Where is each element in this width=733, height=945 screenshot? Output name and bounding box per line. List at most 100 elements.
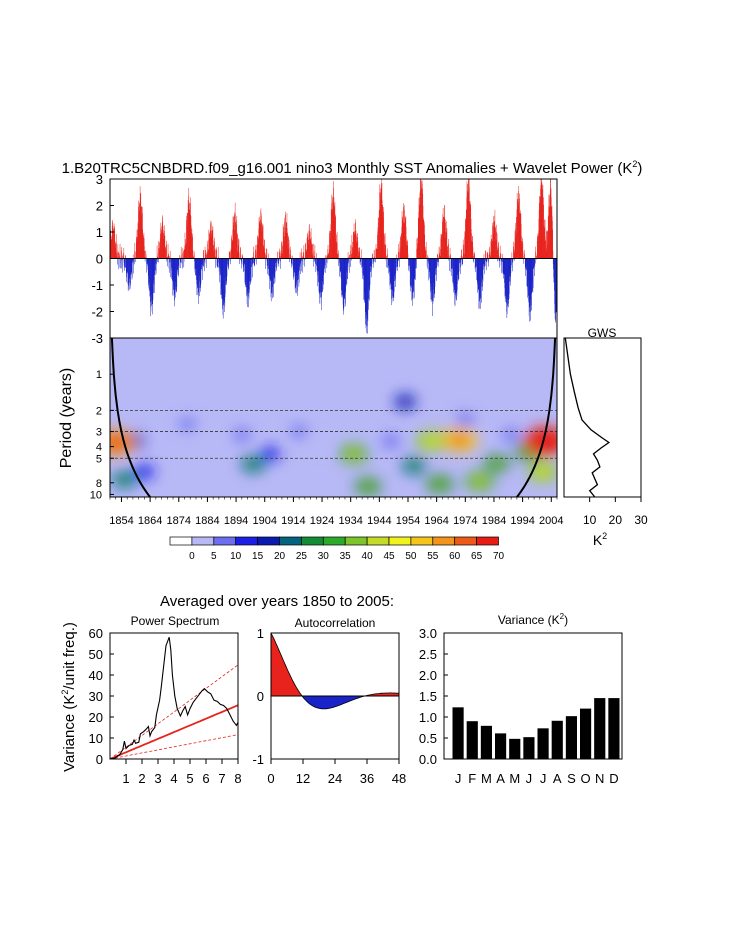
colorbar-swatch bbox=[388, 536, 412, 546]
variance-bar bbox=[523, 737, 535, 759]
figure-title-sup: 2 bbox=[632, 159, 637, 169]
variance-title-main: Variance (K bbox=[498, 613, 560, 627]
wavelet-xtick-label: 1984 bbox=[482, 515, 506, 527]
variance-month-label: D bbox=[609, 771, 618, 786]
averaged-title: Averaged over years 1850 to 2005: bbox=[160, 593, 394, 610]
ac-xtick-label: 24 bbox=[328, 771, 342, 786]
gws-plot: GWS 10 20 30 K2 bbox=[563, 326, 648, 548]
ps-xtick-label: 7 bbox=[218, 771, 225, 786]
colorbar-swatch bbox=[213, 536, 237, 546]
variance-ytick-label: 1.0 bbox=[419, 710, 437, 725]
wavelet-ytick-label: 5 bbox=[96, 453, 102, 465]
anomaly-ytick-label: -3 bbox=[91, 331, 103, 346]
ac-xtick-label: 0 bbox=[267, 771, 274, 786]
ps-ytick-label: 40 bbox=[89, 668, 103, 683]
colorbar-label: 70 bbox=[493, 551, 505, 562]
ps-ytick-label: 20 bbox=[89, 710, 103, 725]
ps-xtick-label: 4 bbox=[170, 771, 177, 786]
colorbar-label: 50 bbox=[405, 551, 417, 562]
ps-ytick-label: 10 bbox=[89, 731, 103, 746]
variance-bar bbox=[537, 728, 549, 759]
wavelet-xtick-label: 1974 bbox=[453, 515, 477, 527]
wavelet-power-peak bbox=[535, 434, 556, 448]
variance-bar bbox=[466, 721, 478, 759]
ps-ylabel-end: /unit freq.) bbox=[61, 622, 78, 690]
wavelet-power-peak bbox=[491, 459, 503, 468]
wavelet-power-region bbox=[179, 417, 196, 431]
wavelet-xtick-label: 1944 bbox=[367, 515, 391, 527]
wavelet-xtick-label: 1874 bbox=[167, 515, 191, 527]
wavelet-ytick-label: 2 bbox=[96, 405, 102, 417]
anomaly-ytick-label: -1 bbox=[91, 278, 103, 293]
colorbar-swatch bbox=[476, 536, 499, 546]
colorbar-swatch bbox=[432, 536, 456, 546]
wavelet-power-peak bbox=[118, 475, 130, 484]
wavelet-ytick-label: 1 bbox=[96, 369, 102, 381]
colorbar-label: 45 bbox=[383, 551, 395, 562]
variance-month-label: J bbox=[526, 771, 533, 786]
colorbar-label: 35 bbox=[340, 551, 352, 562]
variance-month-label: A bbox=[553, 771, 562, 786]
variance-month-label: O bbox=[581, 771, 591, 786]
wavelet-power-peak bbox=[536, 467, 550, 477]
anomaly-ytick-label: 0 bbox=[96, 252, 103, 267]
wavelet-xtick-label: 1884 bbox=[195, 515, 219, 527]
variance-ytick-label: 0.0 bbox=[419, 752, 437, 767]
variance-month-label: M bbox=[509, 771, 520, 786]
ps-ytick-label: 30 bbox=[89, 689, 103, 704]
colorbar-label: 25 bbox=[296, 551, 308, 562]
variance-title-sup: 2 bbox=[560, 612, 565, 621]
ps-ylabel-sup: 2 bbox=[60, 690, 70, 695]
variance-bar bbox=[509, 738, 521, 759]
variance-month-label: N bbox=[595, 771, 604, 786]
wavelet-power-region bbox=[502, 428, 520, 442]
colorbar-label: 5 bbox=[211, 551, 217, 562]
anomaly-ytick-label: 1 bbox=[96, 225, 103, 240]
variance-ytick-label: 0.5 bbox=[419, 731, 437, 746]
wavelet-xtick-label: 1914 bbox=[281, 515, 305, 527]
wavelet-xtick-label: 1904 bbox=[252, 515, 276, 527]
figure-title-main: 1.B20TRC5CNBDRD.f09_g16.001 nino3 Monthl… bbox=[62, 160, 633, 177]
variance-bar bbox=[608, 698, 620, 759]
colorbar-swatch bbox=[344, 536, 368, 546]
red-noise-95 bbox=[110, 704, 238, 759]
ps-ytick-label: 0 bbox=[96, 752, 103, 767]
gws-line bbox=[564, 337, 611, 498]
wavelet-power-peak bbox=[473, 477, 487, 486]
variance-ytick-label: 1.5 bbox=[419, 689, 437, 704]
variance-bar bbox=[452, 707, 464, 759]
wavelet-ytick-label: 4 bbox=[96, 442, 102, 454]
gws-xlabel: K2 bbox=[593, 531, 607, 548]
anomaly-plot: 3 2 1 0 -1 -2 -3 bbox=[91, 172, 558, 346]
autocorrelation-negative bbox=[271, 696, 399, 709]
ps-ytick-label: 50 bbox=[89, 647, 103, 662]
variance-bar bbox=[594, 698, 606, 759]
wavelet-power-region bbox=[394, 394, 416, 410]
gws-xtick-label: 10 bbox=[583, 513, 597, 527]
gws-title: GWS bbox=[588, 326, 617, 340]
colorbar-swatch bbox=[235, 536, 258, 546]
wavelet-power-peak bbox=[247, 460, 259, 469]
wavelet-power-peak bbox=[347, 449, 360, 459]
autocorrelation-positive bbox=[271, 633, 399, 696]
variance-month-label: J bbox=[540, 771, 547, 786]
autocorrelation-plot: Autocorrelation 10-1 0 12 24 36 48 bbox=[252, 616, 406, 786]
wavelet-ytick-label: 3 bbox=[96, 427, 102, 439]
variance-month-label: F bbox=[468, 771, 476, 786]
power-spectrum-ylabel: Variance (K2/unit freq.) bbox=[60, 622, 78, 772]
colorbar-label: 60 bbox=[449, 551, 461, 562]
red-noise-upper bbox=[110, 664, 238, 759]
wavelet-power-region bbox=[290, 425, 308, 438]
colorbar-label: 55 bbox=[427, 551, 439, 562]
wavelet-xtick-label: 1864 bbox=[138, 515, 162, 527]
colorbar-swatch bbox=[169, 536, 193, 546]
power-spectrum-title: Power Spectrum bbox=[131, 614, 220, 628]
colorbar-label: 30 bbox=[318, 551, 330, 562]
ac-xtick-label: 48 bbox=[392, 771, 406, 786]
power-spectrum-line bbox=[110, 637, 238, 759]
wavelet-power-peak bbox=[424, 436, 438, 446]
wavelet-xtick-label: 1934 bbox=[338, 515, 362, 527]
variance-title: Variance (K2) bbox=[498, 612, 568, 627]
variance-bar bbox=[551, 720, 563, 759]
